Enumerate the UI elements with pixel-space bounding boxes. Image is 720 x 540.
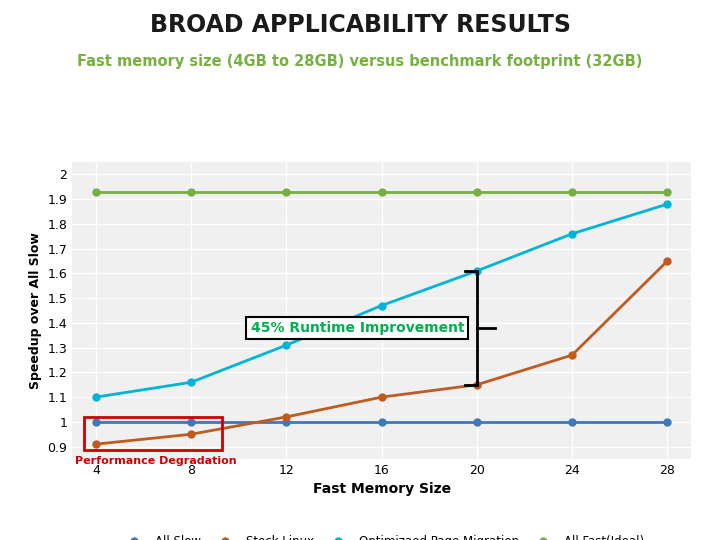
X-axis label: Fast Memory Size: Fast Memory Size: [312, 482, 451, 496]
Stock Linux: [663, 258, 672, 264]
All Fast(Ideal): [472, 188, 481, 195]
Line: Stock Linux: Stock Linux: [92, 258, 671, 448]
Stock Linux: [568, 352, 577, 359]
Optimizaed Page Migration: [377, 302, 386, 309]
Stock Linux: [472, 381, 481, 388]
Optimizaed Page Migration: [472, 268, 481, 274]
Text: Performance Degradation: Performance Degradation: [75, 456, 236, 466]
Stock Linux: [377, 394, 386, 400]
All Fast(Ideal): [663, 188, 672, 195]
All Fast(Ideal): [282, 188, 291, 195]
Legend: All Slow, Stock Linux, Optimizaed Page Migration, All Fast(Ideal): All Slow, Stock Linux, Optimizaed Page M…: [114, 530, 649, 540]
Optimizaed Page Migration: [91, 394, 100, 400]
All Fast(Ideal): [377, 188, 386, 195]
Y-axis label: Speedup over All Slow: Speedup over All Slow: [29, 232, 42, 389]
Stock Linux: [91, 441, 100, 447]
Bar: [84, 417, 222, 450]
All Slow: [377, 418, 386, 425]
Text: Fast memory size (4GB to 28GB) versus benchmark footprint (32GB): Fast memory size (4GB to 28GB) versus be…: [77, 54, 643, 69]
All Slow: [282, 418, 291, 425]
All Slow: [472, 418, 481, 425]
All Fast(Ideal): [186, 188, 195, 195]
All Slow: [91, 418, 100, 425]
Optimizaed Page Migration: [568, 231, 577, 237]
Optimizaed Page Migration: [663, 201, 672, 207]
All Slow: [663, 418, 672, 425]
Optimizaed Page Migration: [282, 342, 291, 348]
All Slow: [186, 418, 195, 425]
Optimizaed Page Migration: [186, 379, 195, 386]
Text: 45% Runtime Improvement: 45% Runtime Improvement: [251, 321, 464, 335]
Line: Optimizaed Page Migration: Optimizaed Page Migration: [92, 200, 671, 401]
Line: All Slow: All Slow: [92, 418, 671, 426]
Text: BROAD APPLICABILITY RESULTS: BROAD APPLICABILITY RESULTS: [150, 14, 570, 37]
All Fast(Ideal): [91, 188, 100, 195]
Stock Linux: [186, 431, 195, 437]
Stock Linux: [282, 414, 291, 420]
Line: All Fast(Ideal): All Fast(Ideal): [92, 188, 671, 195]
All Fast(Ideal): [568, 188, 577, 195]
All Slow: [568, 418, 577, 425]
